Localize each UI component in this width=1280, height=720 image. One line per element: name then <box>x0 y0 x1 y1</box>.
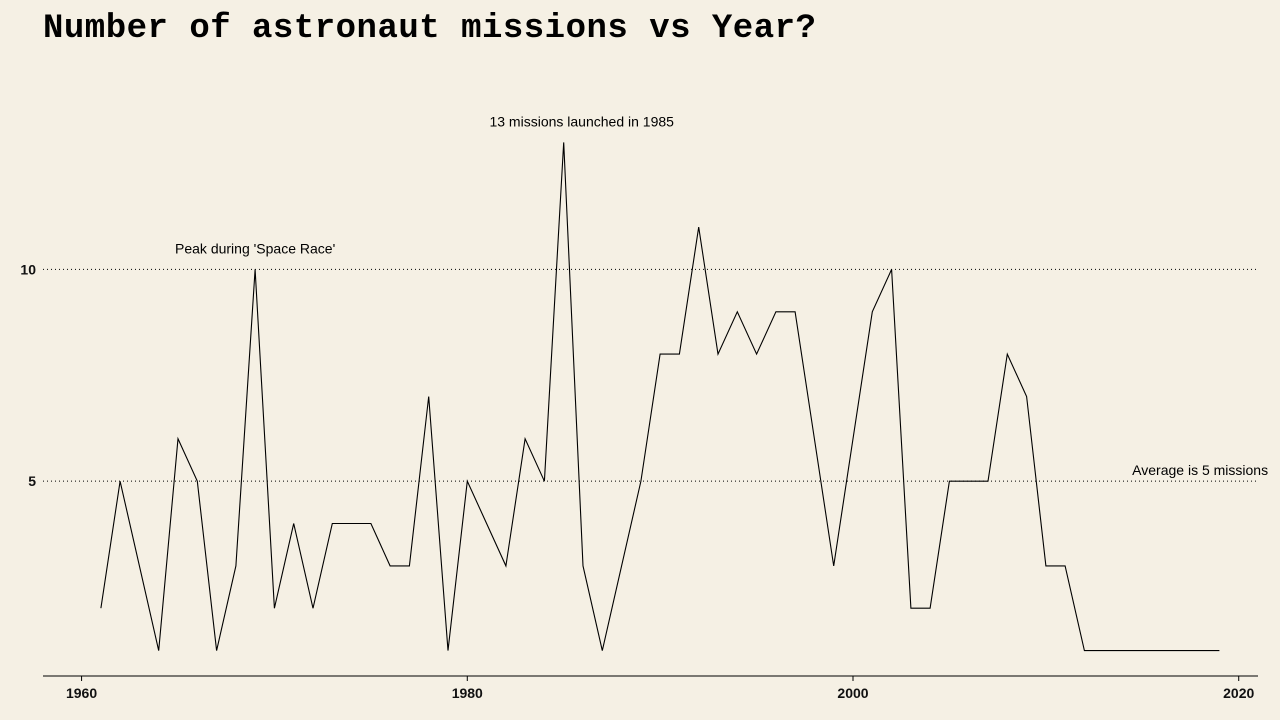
data-point <box>1142 650 1143 651</box>
data-point <box>505 565 506 566</box>
data-point <box>1180 650 1181 651</box>
x-tick-label: 1960 <box>66 685 97 701</box>
data-point <box>756 354 757 355</box>
data-point <box>795 311 796 312</box>
annotation-label: Average is 5 missions <box>1132 462 1268 478</box>
y-tick-label: 10 <box>20 261 36 277</box>
data-point <box>679 354 680 355</box>
data-point <box>525 438 526 439</box>
data-point <box>197 481 198 482</box>
data-point <box>1122 650 1123 651</box>
data-point <box>737 311 738 312</box>
data-point <box>486 523 487 524</box>
data-point <box>930 608 931 609</box>
data-point <box>390 565 391 566</box>
data-point <box>370 523 371 524</box>
data-point <box>1084 650 1085 651</box>
data-point <box>717 354 718 355</box>
x-tick-label: 1980 <box>452 685 483 701</box>
data-point <box>312 608 313 609</box>
data-point <box>351 523 352 524</box>
data-point <box>949 481 950 482</box>
data-point <box>544 481 545 482</box>
data-point <box>833 565 834 566</box>
chart-title: Number of astronaut missions vs Year? <box>43 10 817 48</box>
data-point <box>582 565 583 566</box>
data-point <box>1026 396 1027 397</box>
data-point <box>216 650 217 651</box>
data-point <box>968 481 969 482</box>
data-point <box>274 608 275 609</box>
data-point <box>1200 650 1201 651</box>
data-point <box>1045 565 1046 566</box>
data-point <box>120 481 121 482</box>
data-point <box>293 523 294 524</box>
data-point <box>428 396 429 397</box>
data-point <box>987 481 988 482</box>
data-point <box>602 650 603 651</box>
data-point <box>563 142 564 143</box>
data-point <box>467 481 468 482</box>
annotation-label: 13 missions launched in 1985 <box>489 113 674 129</box>
data-point <box>139 565 140 566</box>
data-point <box>852 438 853 439</box>
data-point <box>1161 650 1162 651</box>
data-point <box>640 481 641 482</box>
data-point <box>100 608 101 609</box>
data-point <box>775 311 776 312</box>
data-point <box>235 565 236 566</box>
series-line <box>100 142 1220 652</box>
data-point <box>1103 650 1104 651</box>
x-tick-label: 2020 <box>1223 685 1254 701</box>
data-point <box>177 438 178 439</box>
annotation-label: Peak during 'Space Race' <box>175 240 335 256</box>
data-point <box>660 354 661 355</box>
data-point <box>872 311 873 312</box>
data-point <box>910 608 911 609</box>
data-point <box>332 523 333 524</box>
data-point <box>255 269 256 270</box>
data-point <box>891 269 892 270</box>
data-point <box>1065 565 1066 566</box>
data-point <box>158 650 159 651</box>
data-point <box>814 438 815 439</box>
data-point <box>1007 354 1008 355</box>
data-point <box>621 565 622 566</box>
y-tick-label: 5 <box>28 473 36 489</box>
data-point <box>447 650 448 651</box>
data-point <box>1219 650 1220 651</box>
data-point <box>409 565 410 566</box>
x-tick-label: 2000 <box>837 685 868 701</box>
data-point <box>698 226 699 227</box>
